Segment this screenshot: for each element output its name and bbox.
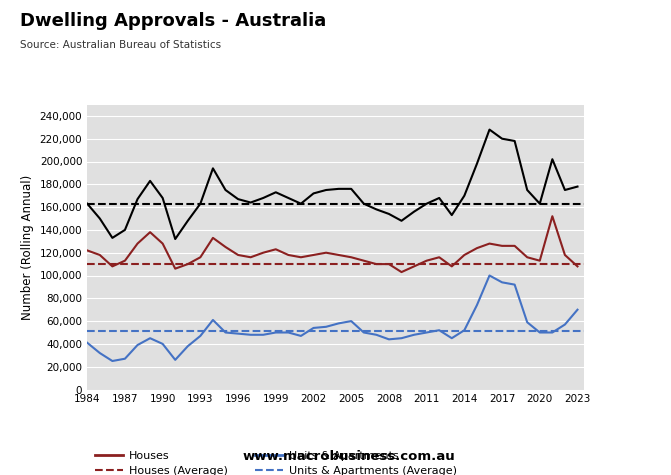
Text: Dwelling Approvals - Australia: Dwelling Approvals - Australia [20,12,326,30]
Text: MACRO: MACRO [553,21,621,39]
Legend: Houses, Houses (Average), Units & Apartments, Units & Apartments (Average): Houses, Houses (Average), Units & Apartm… [91,446,461,475]
Y-axis label: Number (Rolling Annual): Number (Rolling Annual) [21,174,34,320]
Text: BUSINESS: BUSINESS [541,50,633,68]
Text: Source: Australian Bureau of Statistics: Source: Australian Bureau of Statistics [20,40,221,50]
Text: www.macrobusiness.com.au: www.macrobusiness.com.au [242,450,456,463]
